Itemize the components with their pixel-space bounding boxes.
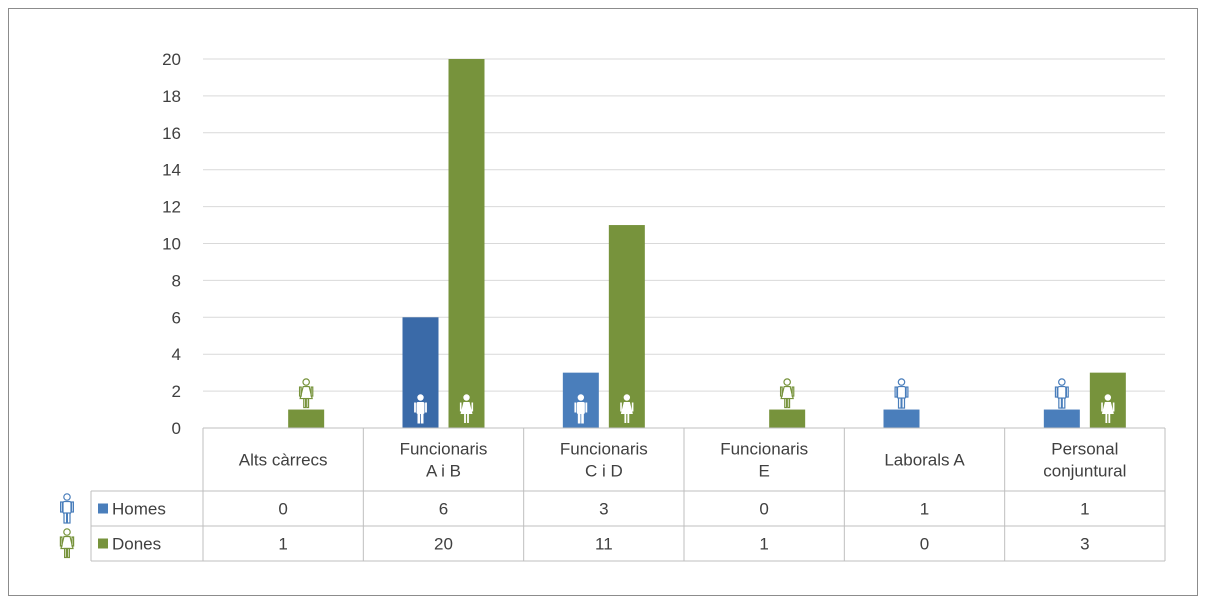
woman-icon (459, 394, 474, 423)
table-value: 0 (920, 535, 929, 554)
y-axis: 0 2 4 6 8 10 12 14 16 18 20 (162, 50, 181, 438)
category-label: Laborals A (884, 451, 965, 470)
y-tick-label: 6 (172, 308, 181, 327)
category-label: Alts càrrecs (239, 451, 328, 470)
bar-homes (883, 409, 920, 428)
bars (288, 59, 1126, 428)
table-value: 6 (439, 500, 448, 519)
y-tick-label: 4 (172, 345, 181, 364)
man-icon (894, 378, 909, 409)
chart-frame: 0 2 4 6 8 10 12 14 16 18 20 Alts càrrecs Funcionari… (8, 8, 1198, 596)
bar-homes (1043, 409, 1080, 428)
table-value: 20 (434, 535, 453, 554)
y-tick-label: 12 (162, 198, 181, 217)
table-value: 1 (759, 535, 768, 554)
woman-icon (620, 394, 634, 423)
table-value: 1 (278, 535, 287, 554)
category-label: Funcionaris (400, 440, 488, 459)
man-icon (574, 394, 588, 424)
category-label: conjuntural (1043, 462, 1126, 481)
woman-icon (779, 378, 795, 409)
bar-dones (288, 409, 325, 428)
y-tick-label: 10 (162, 235, 181, 254)
man-icon (414, 394, 427, 424)
woman-icon (1101, 394, 1115, 423)
table-value: 1 (920, 500, 929, 519)
bar-dones (769, 409, 806, 428)
y-tick-label: 0 (172, 419, 181, 438)
category-label: C i D (585, 462, 623, 481)
man-icon (1054, 378, 1069, 409)
y-tick-label: 8 (172, 271, 181, 290)
table-value: 0 (759, 500, 768, 519)
category-label: Funcionaris (720, 440, 808, 459)
category-label: Funcionaris (560, 440, 648, 459)
y-tick-label: 16 (162, 124, 181, 143)
table-value: 3 (599, 500, 608, 519)
bar-dones (608, 225, 645, 428)
y-tick-label: 14 (162, 161, 181, 180)
y-tick-label: 20 (162, 50, 181, 69)
y-tick-label: 18 (162, 87, 181, 106)
y-tick-label: 2 (172, 382, 181, 401)
legend-key-homes (98, 503, 108, 514)
table-value: 11 (595, 535, 613, 554)
category-label: Personal (1051, 440, 1118, 459)
woman-icon (59, 528, 75, 559)
category-label: E (758, 462, 769, 481)
legend-key-dones (98, 538, 108, 549)
series-label: Homes (112, 500, 166, 519)
man-icon (59, 493, 74, 524)
table-value: 3 (1080, 535, 1089, 554)
gridlines (203, 58, 1165, 429)
table-value: 1 (1080, 500, 1089, 519)
woman-icon (298, 378, 314, 409)
bar-dones (448, 59, 485, 428)
category-label: A i B (426, 462, 461, 481)
series-label: Dones (112, 535, 161, 554)
table-value: 0 (278, 500, 287, 519)
data-table: Alts càrrecs Funcionaris A i B Funcionaris C… (59, 427, 1166, 562)
